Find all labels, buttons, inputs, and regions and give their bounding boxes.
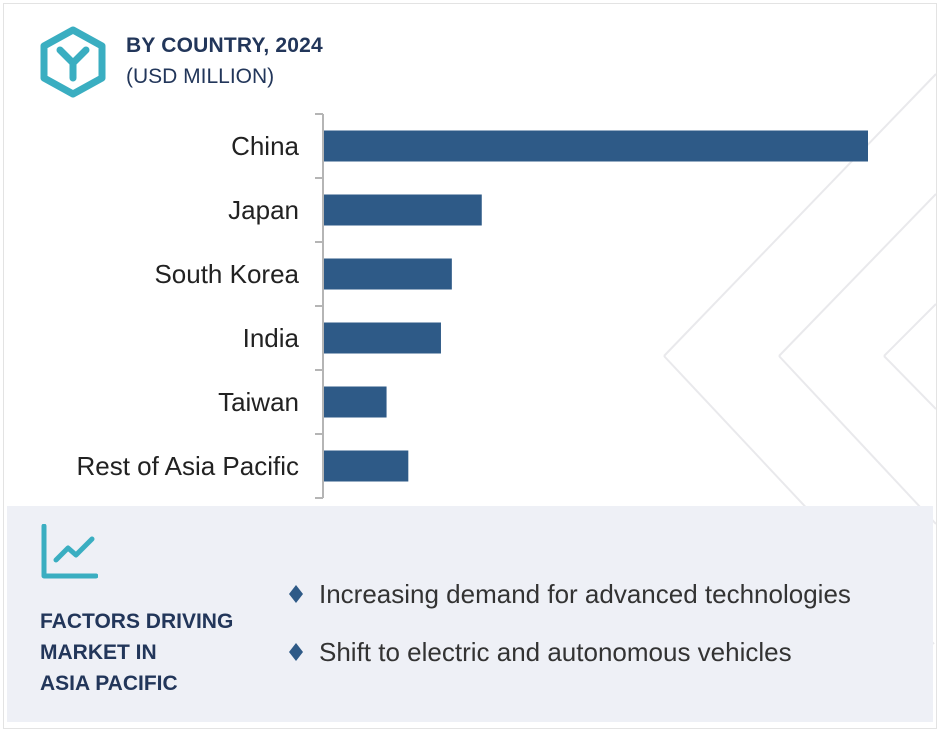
bar <box>324 450 409 482</box>
hexagon-y-logo-icon <box>40 26 106 98</box>
line-chart-trend-icon <box>41 524 98 579</box>
bar <box>324 258 452 290</box>
diamond-bullet-icon <box>289 585 303 603</box>
factors-heading-line: MARKET IN <box>40 641 157 664</box>
bar <box>324 322 441 354</box>
category-label: Japan <box>228 195 299 225</box>
bar <box>324 194 482 226</box>
list-item: Shift to electric and autonomous vehicle… <box>287 634 851 670</box>
category-label: Rest of Asia Pacific <box>76 451 299 481</box>
chart-subtitle: (USD MILLION) <box>126 65 275 88</box>
bar <box>324 386 387 418</box>
country-bar-chart: China Japan South Korea India Taiwan Rest of … <box>76 113 868 499</box>
category-label: India <box>243 323 300 353</box>
infographic-card: BY COUNTRY, 2024 (USD MILLION) China Japa… <box>3 3 937 729</box>
category-label: South Korea <box>154 259 299 289</box>
factor-text: Shift to electric and autonomous vehicle… <box>319 636 792 667</box>
factors-heading-line: FACTORS DRIVING <box>40 610 234 633</box>
factors-list: Increasing demand for advanced technolog… <box>287 576 851 692</box>
factors-heading: FACTORS DRIVING MARKET IN ASIA PACIFIC <box>40 606 270 699</box>
bar <box>324 130 868 162</box>
list-item: Increasing demand for advanced technolog… <box>287 576 851 612</box>
factors-heading-line: ASIA PACIFIC <box>40 672 178 695</box>
chart-title: BY COUNTRY, 2024 <box>126 34 323 57</box>
category-label: Taiwan <box>218 387 299 417</box>
diamond-bullet-icon <box>289 643 303 661</box>
category-label: China <box>231 131 299 161</box>
factor-text: Increasing demand for advanced technolog… <box>319 578 851 609</box>
factors-panel: FACTORS DRIVING MARKET IN ASIA PACIFIC I… <box>7 506 933 722</box>
